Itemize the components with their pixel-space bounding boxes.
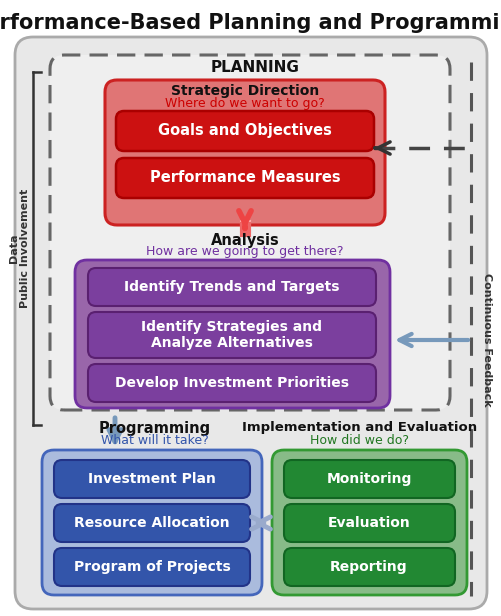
Text: What will it take?: What will it take?	[101, 434, 209, 447]
FancyBboxPatch shape	[88, 268, 376, 306]
Text: Investment Plan: Investment Plan	[88, 472, 216, 486]
FancyBboxPatch shape	[88, 312, 376, 358]
FancyBboxPatch shape	[272, 450, 467, 595]
Text: Analysis: Analysis	[210, 232, 280, 248]
FancyBboxPatch shape	[116, 111, 374, 151]
FancyBboxPatch shape	[54, 460, 250, 498]
Text: Continuous Feedback: Continuous Feedback	[482, 273, 492, 407]
FancyBboxPatch shape	[54, 548, 250, 586]
Text: Implementation and Evaluation: Implementation and Evaluation	[242, 421, 477, 434]
FancyBboxPatch shape	[105, 80, 385, 225]
FancyBboxPatch shape	[42, 450, 262, 595]
Text: Develop Investment Priorities: Develop Investment Priorities	[115, 376, 349, 390]
FancyBboxPatch shape	[54, 504, 250, 542]
Text: Performance Measures: Performance Measures	[150, 171, 340, 185]
Text: Public Involvement: Public Involvement	[20, 188, 30, 307]
Text: Data: Data	[9, 233, 19, 263]
Text: Programming: Programming	[99, 421, 211, 436]
FancyBboxPatch shape	[284, 460, 455, 498]
Text: Goals and Objectives: Goals and Objectives	[158, 123, 332, 139]
FancyBboxPatch shape	[50, 55, 450, 410]
Text: Resource Allocation: Resource Allocation	[74, 516, 230, 530]
FancyBboxPatch shape	[284, 548, 455, 586]
Text: Performance-Based Planning and Programming: Performance-Based Planning and Programmi…	[0, 13, 501, 33]
FancyBboxPatch shape	[284, 504, 455, 542]
Text: Identify Strategies and
Analyze Alternatives: Identify Strategies and Analyze Alternat…	[141, 320, 323, 350]
Text: How did we do?: How did we do?	[311, 434, 409, 447]
Text: Program of Projects: Program of Projects	[74, 560, 230, 574]
Text: Identify Trends and Targets: Identify Trends and Targets	[124, 280, 340, 294]
Text: How are we going to get there?: How are we going to get there?	[146, 246, 344, 259]
Text: Reporting: Reporting	[330, 560, 408, 574]
Text: Monitoring: Monitoring	[326, 472, 412, 486]
FancyBboxPatch shape	[116, 158, 374, 198]
Text: Strategic Direction: Strategic Direction	[171, 84, 319, 98]
FancyBboxPatch shape	[88, 364, 376, 402]
FancyBboxPatch shape	[75, 260, 390, 408]
Text: Evaluation: Evaluation	[328, 516, 410, 530]
FancyBboxPatch shape	[15, 37, 487, 609]
Text: PLANNING: PLANNING	[210, 60, 300, 75]
Text: Where do we want to go?: Where do we want to go?	[165, 97, 325, 110]
